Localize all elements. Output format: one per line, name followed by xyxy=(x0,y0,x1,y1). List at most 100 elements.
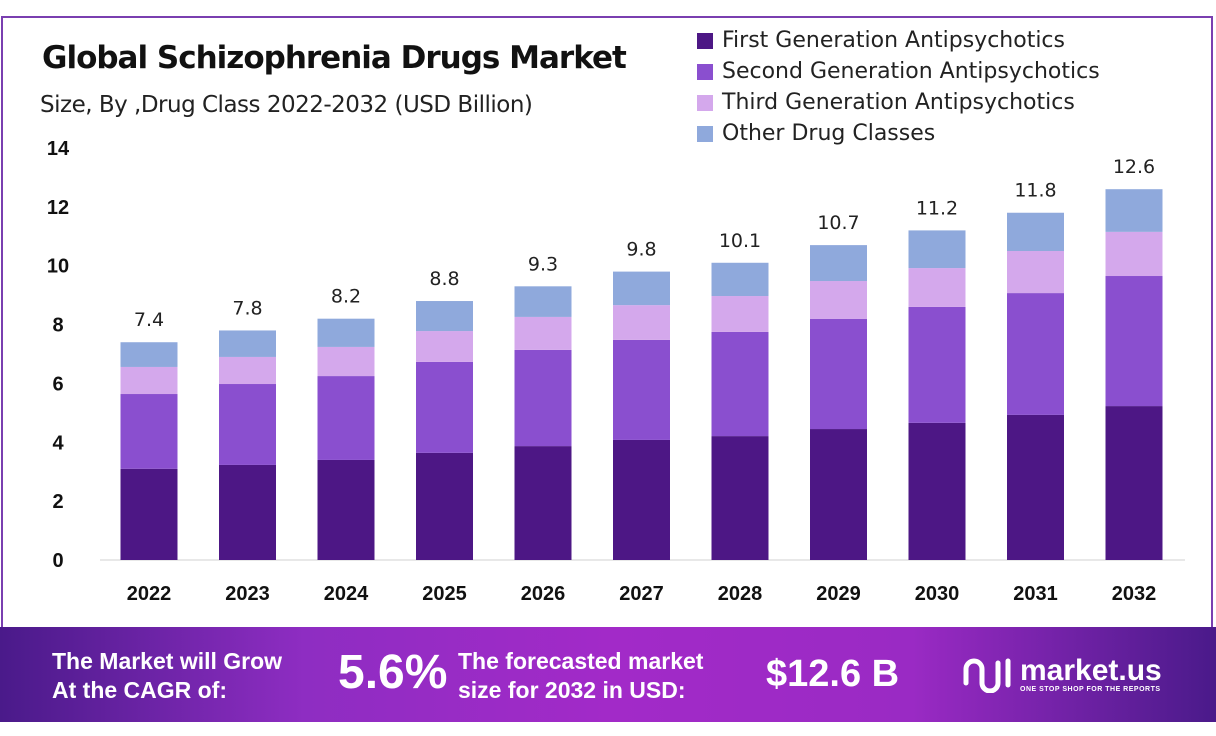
bar-segment xyxy=(908,268,966,307)
x-tick-label: 2024 xyxy=(324,583,369,605)
legend-label: Second Generation Antipsychotics xyxy=(722,59,1100,84)
legend-label: Other Drug Classes xyxy=(722,121,936,146)
bar-segment xyxy=(514,316,572,350)
legend-swatch xyxy=(697,63,713,80)
chart-frame xyxy=(1,16,1213,716)
bar-segment xyxy=(120,468,178,560)
cagr-label-line: At the CAGR of: xyxy=(52,677,228,703)
bar-total-label: 11.8 xyxy=(1014,180,1056,202)
bar-segment xyxy=(810,281,867,319)
forecast-label-line: size for 2032 in USD: xyxy=(458,677,686,703)
x-tick-label: 2028 xyxy=(718,583,763,605)
y-tick-label: 10 xyxy=(47,256,69,278)
x-tick-label: 2022 xyxy=(127,583,172,605)
forecast-value: $12.6 B xyxy=(766,653,900,695)
bar-segment xyxy=(317,459,375,560)
bar-segment xyxy=(1007,212,1064,251)
x-tick-label: 2026 xyxy=(521,583,566,605)
x-tick-label: 2031 xyxy=(1013,583,1058,605)
x-tick-label: 2030 xyxy=(915,583,960,605)
bar-segment xyxy=(711,436,769,560)
footer-banner: The Market will Grow At the CAGR of: 5.6%… xyxy=(0,627,1216,722)
bar-total-label: 12.6 xyxy=(1113,156,1155,178)
brand-name: market.us xyxy=(1020,653,1162,687)
bar-segment xyxy=(514,286,572,317)
bar-segment xyxy=(810,429,867,560)
y-tick-label: 0 xyxy=(52,550,63,572)
forecast-label: The forecasted market size for 2032 in US… xyxy=(458,647,703,705)
bar-segment xyxy=(416,361,473,453)
bar-segment xyxy=(711,296,769,332)
bar-total-label: 7.4 xyxy=(134,309,164,331)
legend-label: Third Generation Antipsychotics xyxy=(722,90,1075,115)
x-tick-label: 2032 xyxy=(1112,583,1157,605)
bar-segment xyxy=(1105,406,1163,560)
bar-segment xyxy=(317,376,375,460)
bar-segment xyxy=(711,262,769,297)
x-tick-label: 2025 xyxy=(422,583,467,605)
legend-label: First Generation Antipsychotics xyxy=(722,28,1065,53)
bar-segment xyxy=(1007,251,1064,294)
cagr-value: 5.6% xyxy=(338,646,448,699)
y-tick-label: 6 xyxy=(52,373,63,395)
bar-segment xyxy=(219,384,276,465)
y-tick-label: 14 xyxy=(47,138,70,160)
bar-segment xyxy=(416,331,473,362)
bar-segment xyxy=(317,318,375,347)
bar-total-label: 9.3 xyxy=(528,253,558,275)
bar-segment xyxy=(416,452,473,560)
bar-total-label: 9.8 xyxy=(626,239,656,261)
chart-subtitle: Size, By ,Drug Class 2022-2032 (USD Bill… xyxy=(40,92,533,118)
x-tick-label: 2029 xyxy=(816,583,861,605)
chart-plot: 0 2 4 6 8 10 12 14 7.4 2022 7.8 2023 8.2 2024 8.8 2025 9… xyxy=(47,138,1185,605)
bar-segment xyxy=(120,366,178,395)
cagr-label-line: The Market will Grow xyxy=(52,648,283,674)
bar-segment xyxy=(908,422,966,560)
legend-item: Third Generation Antipsychotics xyxy=(697,87,1100,118)
bar-segment xyxy=(1007,293,1064,415)
bar-total-label: 8.2 xyxy=(331,286,361,308)
bar-segment xyxy=(908,230,966,269)
bar-segment xyxy=(514,349,572,447)
bar-segment xyxy=(711,331,769,437)
legend-swatch xyxy=(697,125,713,142)
bar-segment xyxy=(908,306,966,423)
legend-swatch xyxy=(697,94,713,111)
x-tick-label: 2023 xyxy=(225,583,270,605)
bar-segment xyxy=(1105,189,1163,232)
chart-title: Global Schizophrenia Drugs Market xyxy=(42,40,627,76)
bar-segment xyxy=(1105,231,1163,277)
bar-total-label: 8.8 xyxy=(429,268,459,290)
bar-segment xyxy=(317,346,375,377)
cagr-label: The Market will Grow At the CAGR of: xyxy=(52,647,282,705)
market-us-logo-icon xyxy=(963,658,1011,693)
bar-segment xyxy=(810,245,867,282)
bar-segment xyxy=(613,271,670,306)
bar-total-label: 10.7 xyxy=(817,212,859,234)
y-tick-label: 12 xyxy=(47,197,69,219)
bar-total-label: 10.1 xyxy=(719,230,761,252)
bar-segment xyxy=(810,318,867,430)
y-tick-label: 4 xyxy=(52,432,64,454)
y-tick-label: 8 xyxy=(52,315,63,337)
bar-segment xyxy=(613,339,670,440)
bar-segment xyxy=(219,356,276,385)
forecast-label-line: The forecasted market xyxy=(458,648,704,674)
bar-segment xyxy=(120,342,178,367)
bar-segment xyxy=(120,394,178,469)
legend: First Generation Antipsychotics Second G… xyxy=(697,25,1100,149)
bar-segment xyxy=(416,301,473,332)
x-tick-label: 2027 xyxy=(619,583,664,605)
legend-item: Second Generation Antipsychotics xyxy=(697,56,1100,87)
brand-logo: market.us ONE STOP SHOP FOR THE REPORTS xyxy=(960,653,1162,693)
bar-segment xyxy=(613,439,670,560)
bar-segment xyxy=(1007,414,1064,560)
legend-item: Other Drug Classes xyxy=(697,118,1100,149)
bar-segment xyxy=(219,464,276,560)
bar-segment xyxy=(219,330,276,357)
y-tick-label: 2 xyxy=(52,491,63,513)
brand-tagline: ONE STOP SHOP FOR THE REPORTS xyxy=(1020,685,1161,693)
bar-total-label: 7.8 xyxy=(232,297,262,319)
legend-item: First Generation Antipsychotics xyxy=(697,25,1100,56)
bar-segment xyxy=(1105,276,1163,407)
